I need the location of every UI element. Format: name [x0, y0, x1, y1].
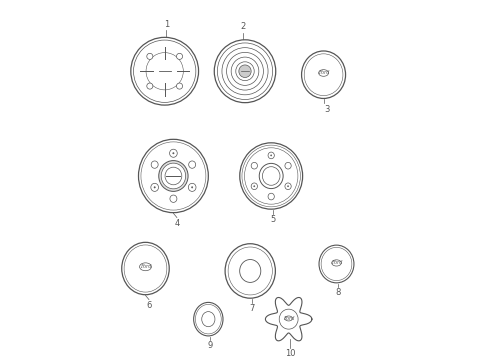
Ellipse shape — [151, 183, 158, 192]
Ellipse shape — [188, 183, 196, 192]
Ellipse shape — [140, 263, 151, 271]
Ellipse shape — [254, 186, 255, 187]
Ellipse shape — [172, 153, 174, 154]
Ellipse shape — [236, 62, 254, 81]
Ellipse shape — [239, 65, 251, 77]
Ellipse shape — [157, 64, 172, 79]
Ellipse shape — [202, 312, 215, 327]
Ellipse shape — [154, 60, 175, 82]
Ellipse shape — [124, 245, 167, 292]
Ellipse shape — [245, 148, 298, 204]
Ellipse shape — [139, 139, 208, 213]
Ellipse shape — [285, 316, 293, 321]
Text: Ford: Ford — [331, 260, 342, 265]
Text: 2: 2 — [241, 22, 246, 31]
Ellipse shape — [225, 244, 275, 298]
Ellipse shape — [285, 183, 291, 190]
Ellipse shape — [147, 53, 153, 59]
Ellipse shape — [151, 161, 158, 168]
Ellipse shape — [228, 247, 272, 295]
Ellipse shape — [321, 247, 352, 280]
Text: Ford: Ford — [140, 264, 151, 269]
Ellipse shape — [231, 57, 259, 85]
Ellipse shape — [332, 260, 342, 266]
Ellipse shape — [196, 305, 221, 334]
Text: Ford: Ford — [318, 71, 329, 76]
Ellipse shape — [251, 183, 257, 190]
Ellipse shape — [146, 53, 183, 90]
Text: 5: 5 — [270, 215, 275, 224]
Ellipse shape — [176, 83, 183, 89]
Ellipse shape — [149, 56, 180, 86]
Ellipse shape — [279, 309, 298, 329]
Ellipse shape — [222, 48, 268, 95]
Ellipse shape — [122, 242, 169, 295]
Ellipse shape — [304, 54, 343, 96]
Text: 6: 6 — [147, 301, 152, 310]
Ellipse shape — [154, 186, 155, 188]
Ellipse shape — [285, 162, 291, 169]
Text: 8: 8 — [336, 288, 341, 297]
Ellipse shape — [240, 260, 261, 282]
Ellipse shape — [194, 302, 223, 336]
Ellipse shape — [226, 52, 264, 90]
Text: 9: 9 — [207, 341, 213, 350]
Ellipse shape — [259, 163, 283, 189]
Ellipse shape — [192, 186, 193, 188]
Ellipse shape — [262, 167, 280, 185]
Ellipse shape — [189, 161, 196, 168]
Ellipse shape — [301, 51, 345, 99]
Ellipse shape — [319, 245, 354, 283]
Ellipse shape — [268, 193, 274, 200]
Text: 7: 7 — [249, 305, 255, 314]
Text: Ford: Ford — [283, 316, 294, 321]
Ellipse shape — [141, 142, 206, 210]
Ellipse shape — [218, 43, 272, 99]
Ellipse shape — [318, 69, 328, 76]
Text: 3: 3 — [324, 105, 330, 114]
Ellipse shape — [131, 37, 198, 105]
Ellipse shape — [133, 40, 196, 102]
Ellipse shape — [159, 161, 188, 192]
Ellipse shape — [242, 145, 300, 207]
Ellipse shape — [170, 195, 177, 202]
Ellipse shape — [170, 149, 177, 157]
Ellipse shape — [165, 167, 182, 185]
Ellipse shape — [161, 163, 186, 189]
Text: 10: 10 — [285, 349, 295, 358]
Ellipse shape — [240, 143, 303, 209]
Text: 4: 4 — [174, 219, 179, 228]
Ellipse shape — [270, 155, 272, 156]
Text: 1: 1 — [164, 20, 169, 29]
Ellipse shape — [268, 152, 274, 159]
Ellipse shape — [251, 162, 257, 169]
Ellipse shape — [288, 186, 289, 187]
Ellipse shape — [147, 83, 153, 89]
Ellipse shape — [214, 40, 276, 103]
Ellipse shape — [176, 53, 183, 59]
